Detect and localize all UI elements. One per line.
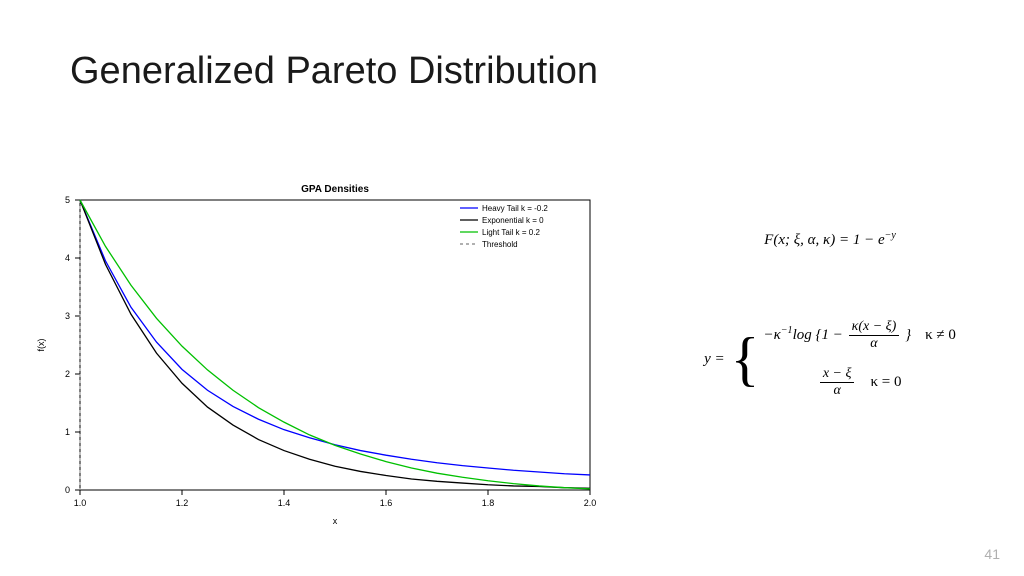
c2-num: x − ξ <box>820 366 855 383</box>
cdf-exp: −y <box>885 230 896 241</box>
svg-text:4: 4 <box>65 253 70 263</box>
svg-text:1.6: 1.6 <box>380 498 393 508</box>
svg-text:Heavy Tail k = -0.2: Heavy Tail k = -0.2 <box>482 204 548 213</box>
c1-mid: log {1 − <box>793 327 843 343</box>
svg-text:2: 2 <box>65 369 70 379</box>
formula-block: F(x; ξ, α, κ) = 1 − e−y y = { −κ−1log {1… <box>660 230 1000 399</box>
svg-text:f(x): f(x) <box>36 339 46 352</box>
cdf-text: F(x; ξ, α, κ) = 1 − e <box>764 232 884 248</box>
case-2: x − ξα κ = 0 <box>763 366 955 399</box>
svg-text:2.0: 2.0 <box>584 498 597 508</box>
c1-num: κ(x − ξ) <box>849 319 900 336</box>
formula-cdf: F(x; ξ, α, κ) = 1 − e−y <box>660 230 1000 249</box>
c1-sup: −1 <box>781 325 793 336</box>
svg-text:5: 5 <box>65 195 70 205</box>
page-number: 41 <box>984 546 1000 562</box>
case-1: −κ−1log {1 − κ(x − ξ)α } κ ≠ 0 <box>763 319 955 352</box>
c1-pre: −κ <box>763 327 780 343</box>
density-chart: GPA Densities 1.0 1.2 1.4 1.6 1.8 2.0 0 1 2 3 4 5 x f(… <box>30 180 610 540</box>
svg-text:3: 3 <box>65 311 70 321</box>
svg-text:0: 0 <box>65 485 70 495</box>
y-eq: y = <box>704 351 725 368</box>
svg-text:Light Tail k = 0.2: Light Tail k = 0.2 <box>482 228 540 237</box>
svg-text:Exponential k = 0: Exponential k = 0 <box>482 216 544 225</box>
svg-text:1.4: 1.4 <box>278 498 291 508</box>
svg-text:1.0: 1.0 <box>74 498 87 508</box>
formula-y: y = { −κ−1log {1 − κ(x − ξ)α } κ ≠ 0 x −… <box>660 319 1000 399</box>
c1-den: α <box>849 336 900 352</box>
svg-text:Threshold: Threshold <box>482 240 518 249</box>
c2-cond: κ = 0 <box>870 374 901 391</box>
c2-den: α <box>820 383 855 399</box>
cases: −κ−1log {1 − κ(x − ξ)α } κ ≠ 0 x − ξα κ … <box>763 319 955 399</box>
brace-icon: { <box>731 329 760 389</box>
slide-title: Generalized Pareto Distribution <box>70 50 598 93</box>
svg-text:1: 1 <box>65 427 70 437</box>
c1-cond: κ ≠ 0 <box>925 327 956 344</box>
svg-text:GPA Densities: GPA Densities <box>301 184 369 195</box>
svg-text:x: x <box>333 516 338 526</box>
svg-text:1.8: 1.8 <box>482 498 495 508</box>
c1-post: } <box>905 327 911 343</box>
svg-text:1.2: 1.2 <box>176 498 189 508</box>
